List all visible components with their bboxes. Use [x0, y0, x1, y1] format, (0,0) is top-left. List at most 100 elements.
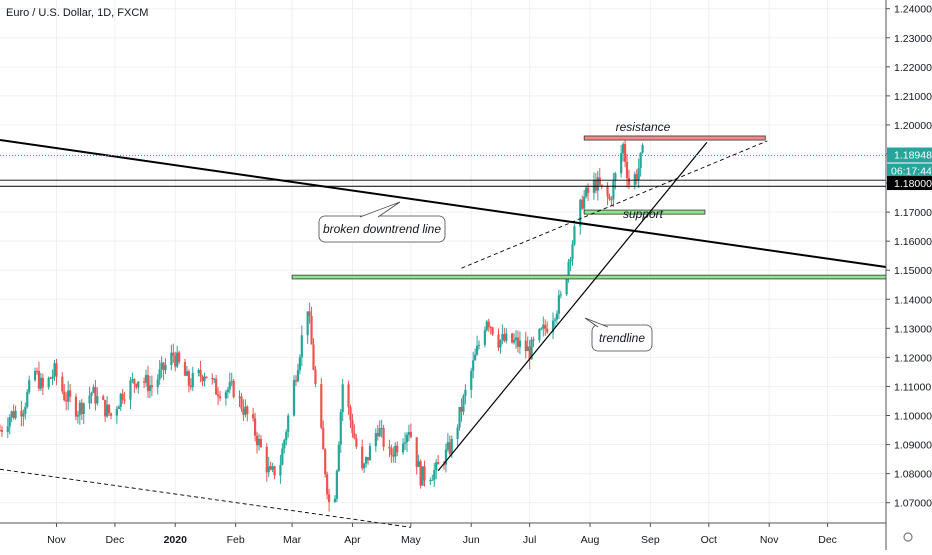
candle	[135, 383, 138, 390]
candle-body	[390, 448, 393, 455]
candle	[285, 429, 288, 446]
candle	[279, 454, 282, 484]
candle	[131, 372, 134, 384]
candle	[511, 332, 514, 344]
candle-body	[320, 383, 323, 428]
candle-body	[551, 320, 555, 333]
candle-body	[37, 371, 41, 389]
candle	[185, 365, 189, 377]
candle	[608, 193, 611, 201]
candle	[349, 404, 352, 429]
candle	[37, 361, 41, 391]
candle-body	[131, 379, 134, 381]
x-tick-label: Apr	[344, 534, 361, 546]
candle-body	[376, 432, 379, 437]
candle	[90, 391, 93, 404]
candle	[107, 404, 111, 417]
candle-body	[569, 259, 572, 262]
candle	[74, 393, 78, 421]
candle	[442, 460, 446, 470]
candle-body	[542, 324, 545, 329]
candle	[183, 358, 187, 376]
candle-body	[528, 346, 531, 360]
candle	[82, 402, 85, 425]
candle	[246, 405, 249, 422]
candle	[598, 167, 601, 187]
candle-body	[585, 187, 588, 197]
candle	[273, 465, 276, 480]
countdown-label: 06:17:44	[891, 166, 932, 178]
level-tag	[887, 176, 932, 191]
x-tick-label: Feb	[227, 534, 245, 546]
x-tick-label: Nov	[760, 534, 779, 546]
candle-body	[312, 344, 315, 370]
candle	[26, 389, 29, 409]
candle-body	[472, 360, 475, 371]
candle-body	[433, 470, 436, 480]
candle-body	[322, 427, 325, 450]
candle-body	[269, 466, 272, 470]
candle-body	[6, 426, 9, 432]
candle	[635, 169, 638, 185]
candle	[382, 424, 385, 451]
candle-body	[437, 462, 440, 465]
candle	[174, 351, 177, 372]
candle-body	[39, 377, 42, 389]
countdown-tag	[887, 163, 932, 179]
candle-body	[8, 417, 11, 427]
x-tick-label: 2020	[164, 534, 188, 546]
y-tick-label: 1.07000	[894, 498, 932, 510]
candle	[78, 399, 81, 425]
candle-body	[224, 392, 227, 399]
candle	[49, 376, 52, 380]
candle	[339, 408, 342, 453]
candle	[499, 339, 502, 354]
candle-body	[460, 406, 463, 412]
candle-body	[74, 396, 78, 417]
candle-body	[635, 174, 638, 181]
support-zone	[583, 209, 706, 215]
candle	[39, 372, 42, 391]
candle	[218, 390, 222, 402]
candle	[41, 373, 44, 396]
candle-body	[555, 313, 559, 320]
downtrend-callout: broken downtrend line	[318, 201, 446, 243]
candle	[6, 417, 9, 438]
candle-body	[35, 371, 39, 373]
candle	[555, 310, 559, 324]
candle	[215, 374, 218, 395]
candle-body	[405, 434, 409, 443]
candle	[320, 377, 323, 430]
y-tick-label: 1.22000	[894, 62, 932, 74]
candle	[12, 404, 15, 420]
candle-body	[285, 431, 288, 441]
callout-box	[591, 324, 653, 352]
trendline-callout: trendline	[584, 317, 653, 352]
x-tick-label: Nov	[47, 534, 66, 546]
candle	[538, 328, 541, 343]
candle	[252, 407, 255, 422]
candle	[22, 409, 25, 427]
candle	[380, 419, 383, 438]
candle	[201, 374, 204, 387]
candle	[460, 398, 463, 422]
candle-body	[105, 404, 109, 417]
candle-body	[257, 438, 261, 446]
candle	[620, 144, 623, 178]
candle-body	[538, 329, 541, 341]
candle-body	[203, 376, 206, 382]
candle-body	[226, 389, 229, 393]
candle-body	[123, 399, 126, 401]
candle	[197, 368, 200, 377]
candle-body	[14, 410, 17, 419]
candle-body	[162, 362, 165, 371]
candle-body	[559, 294, 562, 296]
candle-body	[172, 352, 175, 356]
candle-body	[53, 363, 56, 377]
candle	[390, 444, 393, 463]
candle-body	[622, 144, 625, 154]
candle-body	[215, 378, 218, 395]
candle	[446, 433, 449, 452]
candle	[176, 345, 179, 369]
